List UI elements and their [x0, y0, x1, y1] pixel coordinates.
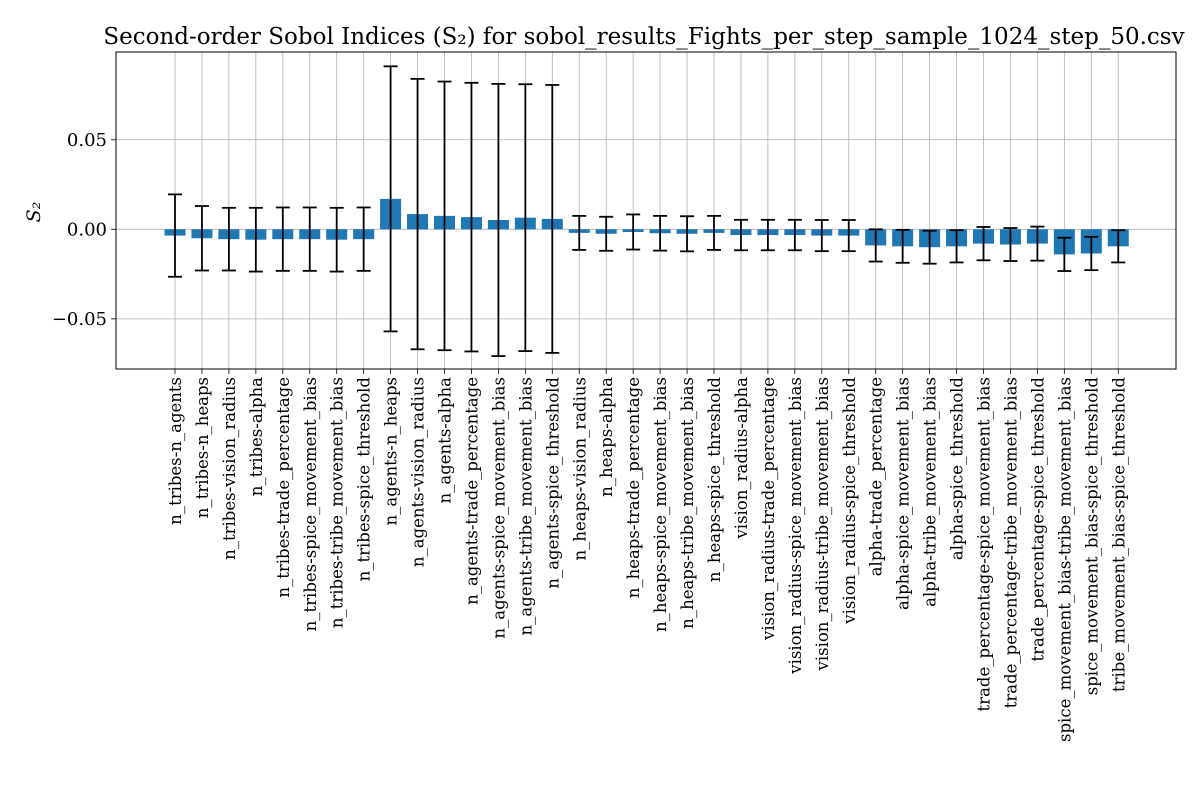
x-tick-label: vision_radius-trade_percentage — [759, 377, 778, 641]
x-tick-label: n_tribes-vision_radius — [220, 377, 239, 560]
x-tick-label: n_tribes-spice_movement_bias — [301, 377, 320, 631]
x-tick-label: n_tribes-tribe_movement_bias — [328, 377, 347, 628]
x-tick-label: trade_percentage-spice_threshold — [1028, 377, 1047, 662]
x-tick-label: n_tribes-alpha — [247, 377, 266, 496]
x-tick-label: n_agents-spice_movement_bias — [489, 377, 508, 639]
axes-frame — [115, 51, 1177, 370]
x-tick-label: n_agents-spice_threshold — [543, 377, 562, 589]
x-tick-label: alpha-spice_threshold — [948, 377, 967, 560]
x-tick-label: vision_radius-spice_movement_bias — [786, 377, 805, 675]
x-tick-label: vision_radius-spice_threshold — [840, 377, 859, 625]
x-tick-label: n_tribes-n_agents — [166, 377, 185, 525]
x-tick-label: alpha-trade_percentage — [867, 377, 886, 576]
y-tick-label: −0.05 — [52, 309, 107, 330]
x-tick-label: n_heaps-vision_radius — [570, 377, 589, 561]
y-tick-label: 0.05 — [67, 130, 107, 151]
x-tick-label: n_agents-alpha — [436, 377, 455, 504]
x-tick-label: n_agents-tribe_movement_bias — [516, 377, 535, 635]
x-tick-label: spice_movement_bias-tribe_movement_bias — [1055, 377, 1074, 742]
grid-layer — [116, 52, 1176, 369]
x-tick-label: n_agents-trade_percentage — [462, 377, 481, 605]
x-tick-label: n_heaps-alpha — [597, 377, 616, 497]
y-axis-label: S₂ — [23, 202, 45, 223]
x-tick-label: spice_movement_bias-spice_threshold — [1082, 377, 1101, 696]
x-tick-label: vision_radius-alpha — [732, 377, 751, 540]
x-tick-label: n_heaps-tribe_movement_bias — [678, 377, 697, 629]
axis-layer: −0.05 0.00 0.05 n_tribes-n_agents n_tribes-n… — [52, 51, 1177, 742]
x-tick-label: n_tribes-trade_percentage — [274, 377, 293, 598]
x-tick-label: n_heaps-spice_threshold — [705, 377, 724, 582]
x-tick-label: alpha-spice_movement_bias — [894, 377, 913, 610]
x-tick-label: trade_percentage-spice_movement_bias — [975, 377, 994, 711]
x-tick-label: n_agents-vision_radius — [409, 377, 428, 567]
x-tick-label: n_tribes-n_heaps — [193, 377, 212, 518]
x-tick-label: trade_percentage-tribe_movement_bias — [1001, 377, 1020, 708]
x-tick-label: tribe_movement_bias-spice_threshold — [1109, 377, 1128, 692]
x-tick-label: n_tribes-spice_threshold — [355, 377, 374, 582]
x-tick-label: n_heaps-spice_movement_bias — [651, 377, 670, 632]
y-tick-label: 0.00 — [67, 219, 107, 240]
x-tick-label: n_agents-n_heaps — [382, 377, 401, 525]
x-tick-label: n_heaps-trade_percentage — [624, 377, 643, 598]
x-tick-label: alpha-tribe_movement_bias — [921, 377, 940, 607]
x-tick-label: vision_radius-tribe_movement_bias — [813, 377, 832, 672]
chart-title: Second-order Sobol Indices (S₂) for sobo… — [103, 24, 1184, 50]
errorbar-layer — [168, 65, 1126, 358]
